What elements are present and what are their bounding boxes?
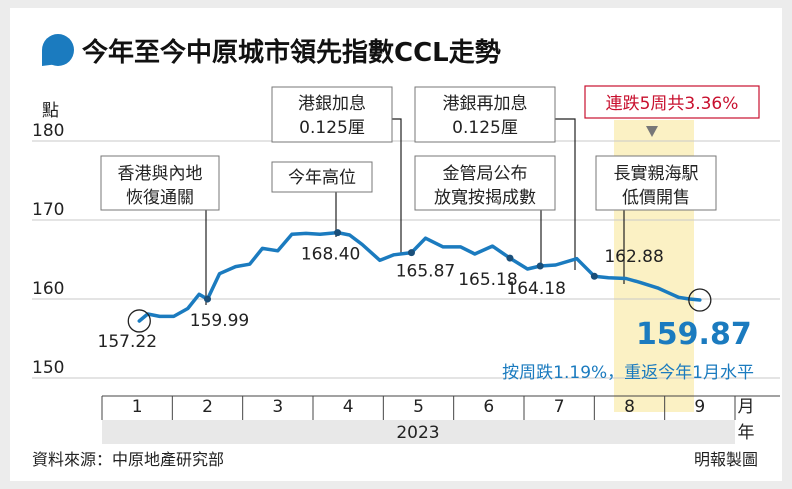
x-tick-label: 6 [483,397,494,417]
data-label: 157.22 [98,332,157,352]
annotation-year-high-text: 今年高位 [288,168,356,188]
x-month-ticks: 1 2 3 4 5 6 7 8 9 [101,396,736,420]
weekly-change-note: 按周跌1.19%，重返今年1月水平 [502,363,754,383]
latest-value-label: 159.87 [636,317,752,352]
decline-badge-text: 連跌5周共3.36% [606,94,739,114]
annotation-reopen: 香港與內地 恢復通關 [100,155,220,305]
start-point-marker [127,309,151,333]
data-point [590,272,598,280]
y-unit-label: 點 [42,101,59,121]
annotation-hike1-line2: 0.125厘 [299,118,365,138]
x-tick-label: 5 [413,397,424,417]
data-label: 164.18 [506,279,565,299]
annotation-hkma-line1: 金管局公布 [443,164,528,184]
annotation-hkma: 金管局公布 放寬按揭成數 [414,155,556,264]
ccl-line-chart: 今年至今中原城市領先指數CCL走勢 點 150 160 170 180 1 2 3 4 5 6 7… [32,34,780,469]
data-label: 165.87 [396,262,455,282]
year-unit-label: 年 [738,423,755,443]
annotation-hike2: 港銀再加息 0.125厘 [414,86,576,270]
highlight-markers [127,229,712,333]
y-tick-label: 160 [32,279,64,299]
annotation-ckh-line2: 低價開售 [622,188,690,208]
y-tick-labels: 150 160 170 180 [32,121,64,378]
annotation-year-high: 今年高位 [271,161,373,237]
x-tick-label: 4 [343,397,354,417]
year-label: 2023 [396,423,439,443]
data-label: 159.99 [190,311,249,331]
y-gridlines [32,140,780,379]
annotation-hike2-line2: 0.125厘 [452,118,518,138]
annotation-reopen-line2: 恢復通關 [126,188,194,208]
annotation-hkma-line2: 放寬按揭成數 [434,188,536,208]
x-tick-label: 9 [694,397,705,417]
decline-badge: 連跌5周共3.36% [584,85,760,137]
data-label: 162.88 [604,247,663,267]
year-band [102,420,735,444]
x-tick-label: 2 [202,397,213,417]
annotation-reopen-line1: 香港與內地 [118,164,203,184]
credit-note: 明報製圖 [694,450,758,469]
annotation-ckh: 長實親海駅 低價開售 [595,155,717,284]
ccl-series [137,230,702,323]
data-point [407,249,415,257]
annotation-hike1: 港銀加息 0.125厘 [271,86,402,254]
annotation-hike2-line1: 港銀再加息 [443,94,528,114]
data-point [204,295,211,303]
y-tick-label: 170 [32,200,64,220]
month-unit-label: 月 [738,397,755,417]
data-point [506,254,514,262]
annotation-hike1-line1: 港銀加息 [298,94,366,114]
y-tick-label: 180 [32,121,64,141]
chart-title: 今年至今中原城市領先指數CCL走勢 [82,37,501,68]
down-arrow-icon [646,126,658,137]
data-label: 168.40 [301,245,360,265]
x-tick-label: 8 [624,397,635,417]
series-line [137,230,702,323]
x-tick-label: 3 [272,397,283,417]
data-point [536,262,544,270]
annotation-ckh-line1: 長實親海駅 [614,164,699,184]
title-bubble-icon [42,34,74,66]
latest-point-marker [688,288,712,312]
chart-card: 今年至今中原城市領先指數CCL走勢 點 150 160 170 180 1 2 3 4 5 6 7… [10,8,782,481]
x-tick-label: 7 [554,397,565,417]
y-tick-label: 150 [32,358,64,378]
data-point [334,229,342,237]
data-label: 165.18 [458,270,517,290]
x-tick-label: 1 [132,397,143,417]
x-axis [101,395,780,444]
source-note: 資料來源：中原地產研究部 [32,450,224,469]
